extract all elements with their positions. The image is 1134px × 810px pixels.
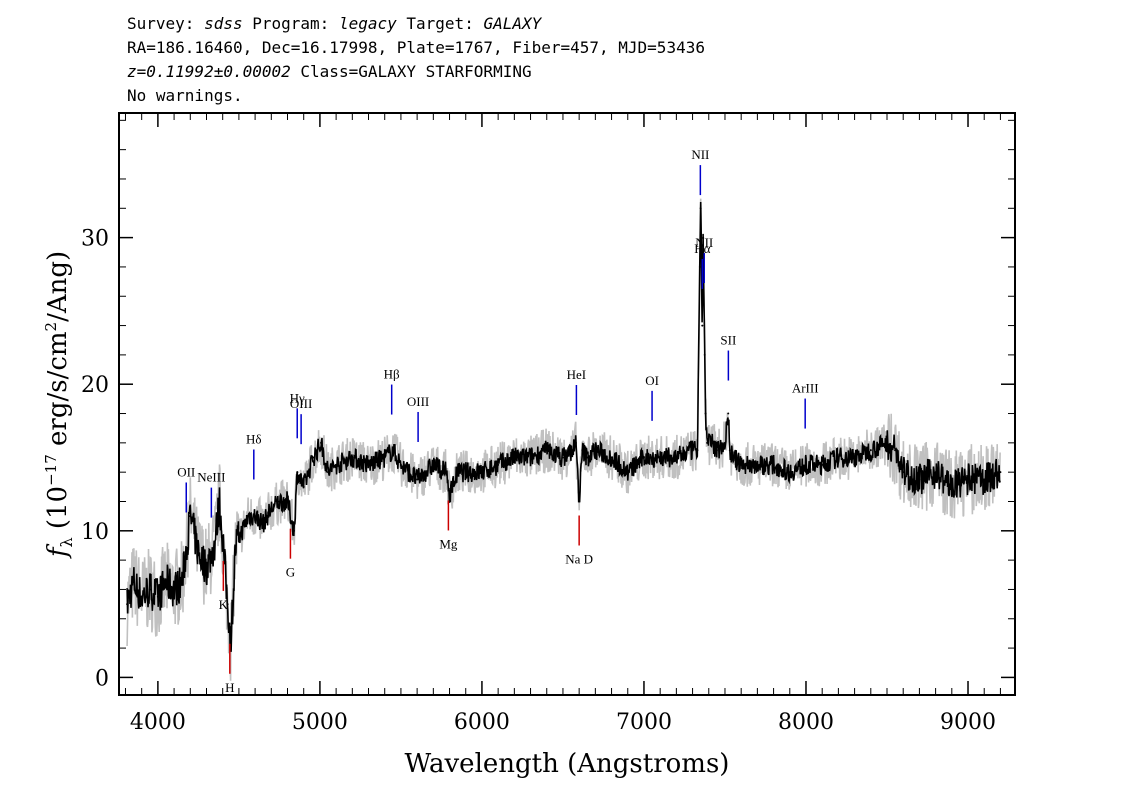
x-tick-label: 4000 [130,710,186,735]
program-label: Program: [252,14,330,33]
plot-frame [118,112,1016,696]
y-tick-label: 0 [95,666,109,691]
emission-line-label: Hβ [384,367,400,382]
emission-line-label: NII [695,235,713,250]
survey-label: Survey: [127,14,195,33]
redshift-value: z=0.11992±0.00002 [127,62,291,81]
absorption-line-label: H [225,680,234,695]
spectrum-line [126,201,1001,652]
emission-line-label: NII [691,147,709,162]
y-axis-title-exp2: 2 [42,322,60,332]
emission-line-label: Hγ [290,390,305,405]
y-tick-label: 20 [81,373,109,398]
y-axis-title-c: /Ang) [43,251,73,322]
emission-line-label: OIII [290,396,312,411]
emission-line-label: ArIII [792,381,819,396]
header-coordinates-line: RA=186.16460, Dec=16.17998, Plate=1767, … [127,38,705,57]
y-axis-title-a: (10 [43,486,73,538]
y-axis-title-sub: λ [57,537,76,547]
emission-line-label: HeI [567,367,587,382]
x-tick-label: 7000 [616,710,672,735]
x-axis-title: Wavelength (Angstroms) [405,749,730,779]
axis-labels: 4000 5000 6000 7000 8000 9000 0 10 20 30 [81,227,996,735]
absorption-line-label: Mg [439,536,458,551]
survey-value: sdss [204,14,243,33]
absorption-line-label: G [286,565,295,580]
absorption-line-label: Na D [565,551,593,566]
emission-line-label: NeIII [197,470,225,485]
program-value: legacy [338,14,397,33]
header-redshift-line: z=0.11992±0.00002 Class=GALAXY STARFORMI… [127,60,1027,84]
x-tick-label: 6000 [454,710,510,735]
emission-line-label: OI [645,373,659,388]
target-value: GALAXY [483,14,542,33]
x-tick-label: 5000 [292,710,348,735]
target-label: Target: [406,14,474,33]
y-axis-title: fλ (10−17 erg/s/cm2/Ang) [42,251,76,559]
spectrum-header: Survey: sdss Program: legacy Target: GAL… [127,12,1027,108]
y-axis-title-b: erg/s/cm [43,331,73,454]
emission-line-label: Hα [694,241,710,256]
emission-line-label: Hδ [246,431,262,446]
header-survey-line: Survey: sdss Program: legacy Target: GAL… [127,12,1027,36]
emission-line-label: OII [177,464,195,479]
emission-line-label: OIII [407,394,429,409]
x-tick-label: 9000 [940,710,996,735]
class-value: Class=GALAXY STARFORMING [300,62,532,81]
y-axis-title-exp: −17 [42,454,60,486]
spectrum-series [126,201,1002,652]
emission-line-label: SII [720,333,736,348]
axis-ticks [119,113,1015,695]
x-tick-label: 8000 [778,710,834,735]
absorption-line-label: K [219,597,229,612]
y-tick-label: 30 [81,227,109,252]
header-warnings-line: No warnings. [127,86,243,105]
y-tick-label: 10 [81,520,109,545]
